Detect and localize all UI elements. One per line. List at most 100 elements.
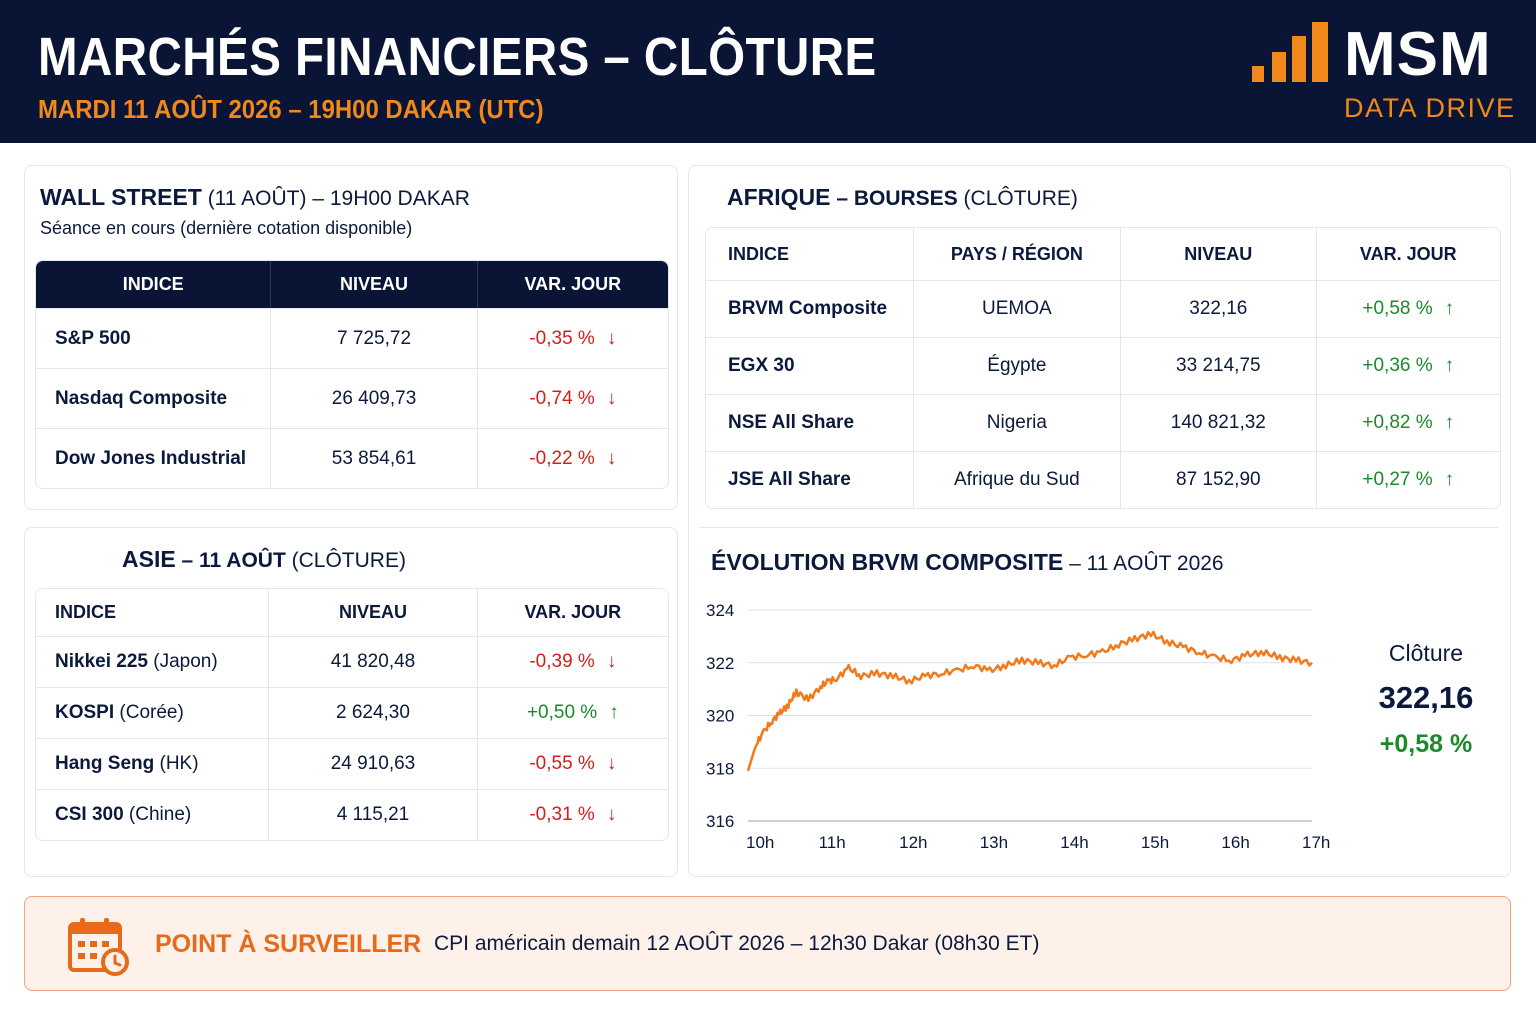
column-header-var: VAR. JOUR <box>524 602 622 622</box>
arrow-up-icon: ↑ <box>1444 469 1455 490</box>
close-label: Clôture <box>1388 640 1464 666</box>
chart-title-main: ÉVOLUTION BRVM COMPOSITE <box>711 549 1064 575</box>
series-line <box>746 630 1313 772</box>
table-row: S&P 500 7 725,72 -0,35 % ↓ <box>36 308 668 368</box>
watch-label: POINT À SURVEILLER <box>155 930 422 958</box>
column-header-indice: INDICE <box>706 228 914 280</box>
wall-street-title-rest: (11 AOÛT) – 19H00 DAKAR <box>201 187 470 210</box>
watch-text: CPI américain demain 12 AOÛT 2026 – 12h3… <box>434 932 1040 955</box>
arrow-down-icon: ↓ <box>606 753 617 774</box>
arrow-up-icon: ↑ <box>1444 355 1455 376</box>
index-change: -0,22 % <box>529 447 595 469</box>
index-level: 322,16 <box>1121 280 1317 337</box>
column-header-pays: PAYS / RÉGION <box>914 228 1122 280</box>
logo-text: MSM <box>1344 20 1492 89</box>
x-tick-label: 11h <box>819 833 846 852</box>
africa-title-rest: (CLÔTURE) <box>957 187 1078 210</box>
close-change: +0,58 % <box>1379 730 1473 758</box>
asia-title: ASIE – 11 AOÛT (CLÔTURE) <box>122 546 406 573</box>
y-tick-label: 316 <box>706 812 734 831</box>
index-change-cell: +0,50 % ↑ <box>477 687 668 738</box>
index-name: Nasdaq Composite <box>36 368 272 428</box>
arrow-down-icon: ↓ <box>606 387 617 409</box>
index-level: 87 152,90 <box>1121 451 1317 508</box>
index-name: Dow Jones Industrial <box>36 428 272 488</box>
index-change: +0,58 % <box>1362 298 1433 319</box>
table-row: EGX 30 Égypte 33 214,75 +0,36 % ↑ <box>706 337 1500 394</box>
column-header-indice: INDICE <box>36 589 270 636</box>
chart-title-rest: – 11 AOÛT 2026 <box>1063 552 1224 575</box>
page-subtitle: MARDI 11 AOÛT 2026 – 19H00 DAKAR (UTC) <box>38 94 544 124</box>
x-tick-label: 14h <box>1060 833 1088 852</box>
index-level: 7 725,72 <box>271 308 478 368</box>
asia-table: INDICE NIVEAU VAR. JOUR Nikkei 225 (Japo… <box>35 588 669 841</box>
index-change: -0,31 % <box>529 804 595 825</box>
watch-banner <box>24 896 1511 991</box>
arrow-down-icon: ↓ <box>606 447 617 469</box>
wall-street-title: WALL STREET (11 AOÛT) – 19H00 DAKAR <box>40 184 470 211</box>
index-name: Nikkei 225 <box>55 651 148 672</box>
index-level: 26 409,73 <box>271 368 478 428</box>
index-level: 4 115,21 <box>269 789 478 840</box>
x-tick-label: 16h <box>1221 833 1249 852</box>
column-header-var: VAR. JOUR <box>1359 243 1457 264</box>
index-country: (Chine) <box>123 804 192 825</box>
index-name-cell: KOSPI (Corée) <box>36 687 270 738</box>
index-region: Égypte <box>913 337 1122 394</box>
index-name: EGX 30 <box>706 337 914 394</box>
asia-title-main: ASIE <box>122 546 176 572</box>
index-change-cell: -0,22 % ↓ <box>477 428 668 488</box>
y-tick-label: 320 <box>706 707 734 726</box>
wall-street-panel <box>24 165 678 510</box>
africa-title-mid: – BOURSES <box>830 187 958 210</box>
table-row: Dow Jones Industrial 53 854,61 -0,22 % ↓ <box>36 428 668 488</box>
index-change-cell: -0,74 % ↓ <box>477 368 668 428</box>
column-header-niveau: NIVEAU <box>269 589 478 636</box>
index-name: BRVM Composite <box>706 280 914 337</box>
column-header-var: VAR. JOUR <box>477 261 668 308</box>
africa-table: INDICE PAYS / RÉGION NIVEAU VAR. JOUR BR… <box>705 227 1501 509</box>
asia-panel <box>24 527 678 877</box>
x-tick-label: 12h <box>899 833 927 852</box>
index-change: -0,39 % <box>529 651 595 672</box>
table-row: KOSPI (Corée) 2 624,30 +0,50 % ↑ <box>36 687 668 738</box>
index-country: (Corée) <box>114 702 184 723</box>
index-level: 140 821,32 <box>1121 394 1317 451</box>
arrow-down-icon: ↓ <box>606 804 617 825</box>
table-row: Nikkei 225 (Japon) 41 820,48 -0,39 % ↓ <box>36 636 668 687</box>
wall-street-note: Séance en cours (dernière cotation dispo… <box>40 218 413 238</box>
index-level: 41 820,48 <box>269 636 478 687</box>
table-row: JSE All Share Afrique du Sud 87 152,90 +0,2… <box>706 451 1500 508</box>
close-value: 322,16 <box>1378 680 1474 715</box>
index-change-cell: -0,35 % ↓ <box>477 308 668 368</box>
table-row: NSE All Share Nigeria 140 821,32 +0,82 % ↑ <box>706 394 1500 451</box>
wall-street-table: INDICE NIVEAU VAR. JOUR S&P 500 7 725,72-… <box>35 260 669 489</box>
table-row: Nasdaq Composite 26 409,73 -0,74 % ↓ <box>36 368 668 428</box>
index-name: Hang Seng <box>55 753 155 774</box>
x-tick-label: 17h <box>1302 833 1330 852</box>
index-region: UEMOA <box>913 280 1122 337</box>
calendar-clock-icon <box>68 918 129 976</box>
africa-title-main: AFRIQUE <box>727 184 831 210</box>
chart-title: ÉVOLUTION BRVM COMPOSITE – 11 AOÛT 2026 <box>711 549 1224 576</box>
column-header-niveau: NIVEAU <box>1121 228 1317 280</box>
index-name: CSI 300 <box>55 804 124 825</box>
index-change: -0,35 % <box>529 327 595 349</box>
index-change-cell: -0,39 % ↓ <box>477 636 668 687</box>
x-tick-label: 15h <box>1141 833 1169 852</box>
index-name: JSE All Share <box>706 451 914 508</box>
x-tick-label: 10h <box>746 833 774 852</box>
index-name: S&P 500 <box>36 308 272 368</box>
index-level: 24 910,63 <box>269 738 478 789</box>
arrow-up-icon: ↑ <box>1444 412 1455 433</box>
index-change: -0,55 % <box>529 753 595 774</box>
page-title: MARCHÉS FINANCIERS – CLÔTURE <box>38 27 877 87</box>
x-tick-label: 13h <box>980 833 1008 852</box>
index-name: NSE All Share <box>706 394 914 451</box>
arrow-up-icon: ↑ <box>1444 298 1455 319</box>
index-name: KOSPI <box>55 702 115 723</box>
index-region: Nigeria <box>913 394 1122 451</box>
index-change-cell: +0,58 % ↑ <box>1316 280 1500 337</box>
index-change: +0,36 % <box>1362 355 1433 376</box>
index-name-cell: Hang Seng (HK) <box>36 738 270 789</box>
